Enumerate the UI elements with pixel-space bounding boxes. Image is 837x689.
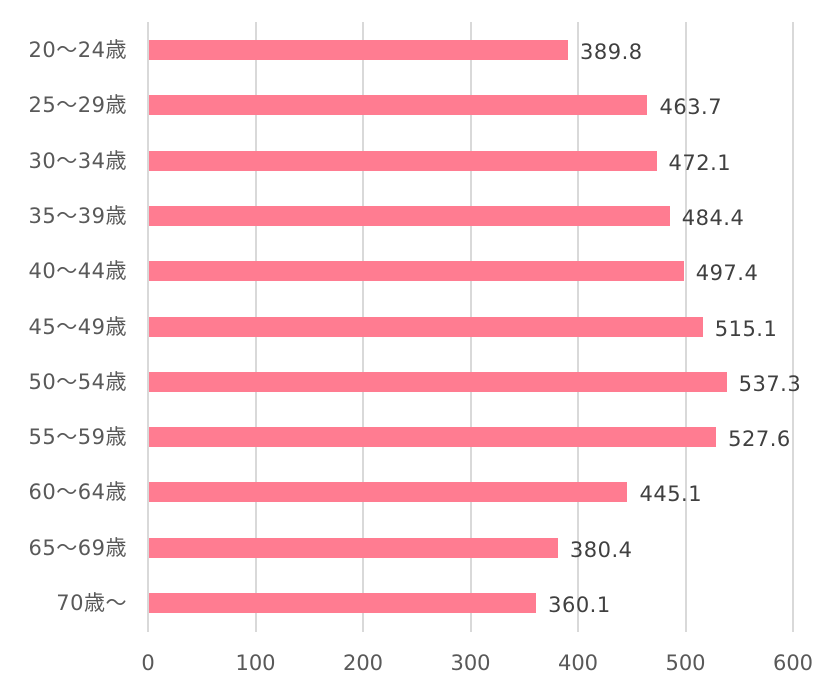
bar (149, 205, 670, 226)
bar (149, 482, 628, 503)
category-label: 45～49歳 (28, 314, 127, 339)
bar (149, 371, 727, 392)
category-label: 65～69歳 (28, 535, 127, 560)
category-label: 35～39歳 (28, 203, 127, 228)
data-label: 472.1 (668, 150, 732, 175)
data-label: 515.1 (714, 316, 778, 341)
bar (149, 537, 558, 558)
category-label: 70歳～ (56, 591, 127, 615)
data-label: 484.4 (681, 205, 745, 230)
x-tick-label: 600 (772, 651, 814, 675)
category-label: 50～54歳 (28, 369, 127, 394)
data-label: 445.1 (639, 482, 703, 507)
x-tick-label: 500 (665, 651, 706, 675)
x-tick-label: 0 (141, 651, 155, 675)
data-label: 360.1 (548, 593, 611, 617)
bar (149, 95, 648, 116)
data-label: 537.3 (738, 371, 802, 396)
data-label: 463.7 (659, 95, 723, 120)
bar (149, 316, 703, 337)
gridline (147, 22, 149, 632)
x-tick-label: 400 (557, 651, 599, 675)
category-label: 20～24歳 (28, 38, 127, 62)
x-tick-label: 200 (342, 651, 384, 675)
x-tick-label: 300 (450, 651, 491, 675)
category-label: 60～64歳 (28, 480, 127, 505)
data-label: 527.6 (728, 427, 791, 452)
data-label: 380.4 (569, 537, 633, 562)
x-tick-label: 100 (235, 651, 276, 675)
data-label: 497.4 (695, 261, 759, 286)
gridline (792, 22, 794, 632)
bar (149, 593, 537, 613)
bar (149, 40, 569, 60)
category-label: 55～59歳 (28, 425, 127, 450)
data-label: 389.8 (580, 40, 643, 64)
category-label: 40～44歳 (28, 259, 127, 284)
bar (149, 261, 684, 282)
bar (149, 150, 657, 171)
category-label: 25～29歳 (28, 93, 127, 118)
bar (149, 427, 717, 448)
category-label: 30～34歳 (28, 148, 127, 173)
